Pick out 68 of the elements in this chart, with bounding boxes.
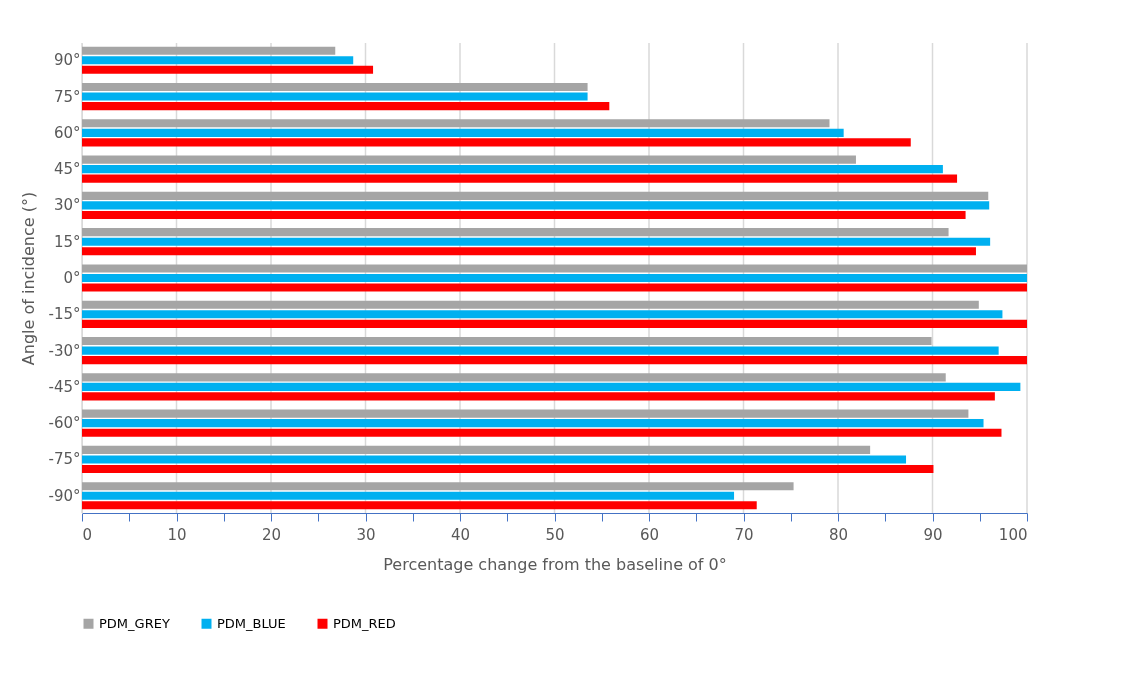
legend-label: PDM_RED bbox=[333, 615, 396, 631]
bar bbox=[82, 300, 979, 309]
y-tick-label: -60° bbox=[48, 414, 81, 433]
bar bbox=[82, 273, 1027, 283]
x-tick-label: 0 bbox=[82, 525, 93, 544]
bar bbox=[82, 336, 932, 346]
y-tick-label: 0° bbox=[63, 269, 81, 287]
bar bbox=[82, 356, 1027, 365]
bar bbox=[82, 464, 934, 474]
x-tick-label: 40 bbox=[450, 525, 471, 544]
bar bbox=[82, 455, 907, 464]
y-tick-label: -15° bbox=[48, 305, 81, 324]
x-tick-label: 50 bbox=[545, 525, 565, 544]
y-tick-label: -30° bbox=[48, 341, 81, 360]
bar bbox=[82, 373, 946, 382]
y-tick-label: -45° bbox=[48, 377, 81, 396]
x-axis-title: Percentage change from the baseline of 0° bbox=[383, 554, 727, 574]
bar bbox=[82, 174, 958, 183]
bar bbox=[82, 165, 943, 174]
legend-label: PDM_GREY bbox=[99, 615, 170, 631]
bar bbox=[82, 138, 911, 147]
x-tick-label: 80 bbox=[828, 525, 849, 544]
x-tick-label: 30 bbox=[356, 525, 376, 544]
bar bbox=[82, 201, 990, 210]
bar bbox=[82, 428, 1002, 437]
x-tick-label: 70 bbox=[734, 525, 754, 544]
bar bbox=[82, 319, 1027, 328]
x-tick-label: 20 bbox=[261, 525, 282, 544]
bar bbox=[82, 283, 1027, 292]
bar bbox=[82, 92, 588, 101]
bar bbox=[82, 155, 856, 164]
x-tick-label: 100 bbox=[998, 525, 1028, 544]
bar bbox=[82, 191, 989, 200]
x-tick-label: 90 bbox=[923, 525, 943, 544]
bar bbox=[82, 392, 995, 401]
bar bbox=[82, 82, 588, 92]
bar bbox=[82, 228, 949, 237]
bar bbox=[82, 310, 1003, 319]
bar bbox=[82, 264, 1027, 273]
y-tick-label: 15° bbox=[53, 232, 81, 251]
x-tick-label: 10 bbox=[167, 525, 187, 544]
y-tick-label: -75° bbox=[48, 450, 81, 469]
bar bbox=[82, 210, 966, 220]
y-axis-title: Angle of incidence (°) bbox=[18, 191, 38, 366]
y-tick-label: -90° bbox=[48, 486, 81, 505]
y-tick-label: 75° bbox=[53, 87, 81, 106]
bar bbox=[82, 382, 1021, 391]
bar bbox=[82, 482, 794, 491]
bar bbox=[82, 501, 757, 510]
x-tick-label: 60 bbox=[639, 525, 660, 544]
y-tick-label: 45° bbox=[53, 160, 81, 179]
legend-label: PDM_BLUE bbox=[217, 615, 286, 631]
bar bbox=[82, 56, 354, 65]
bar bbox=[82, 491, 735, 500]
y-tick-label: 90° bbox=[53, 51, 81, 70]
bar bbox=[82, 65, 374, 74]
bar bbox=[82, 409, 969, 418]
bar bbox=[82, 128, 844, 137]
bar bbox=[82, 419, 984, 428]
y-tick-label: 60° bbox=[53, 123, 81, 142]
bar bbox=[82, 102, 610, 111]
bar bbox=[82, 237, 991, 246]
bar bbox=[82, 119, 830, 128]
y-tick-label: 30° bbox=[53, 196, 81, 215]
bar bbox=[82, 445, 871, 454]
bar bbox=[82, 247, 976, 256]
bar bbox=[82, 46, 336, 55]
bar bbox=[82, 346, 999, 355]
